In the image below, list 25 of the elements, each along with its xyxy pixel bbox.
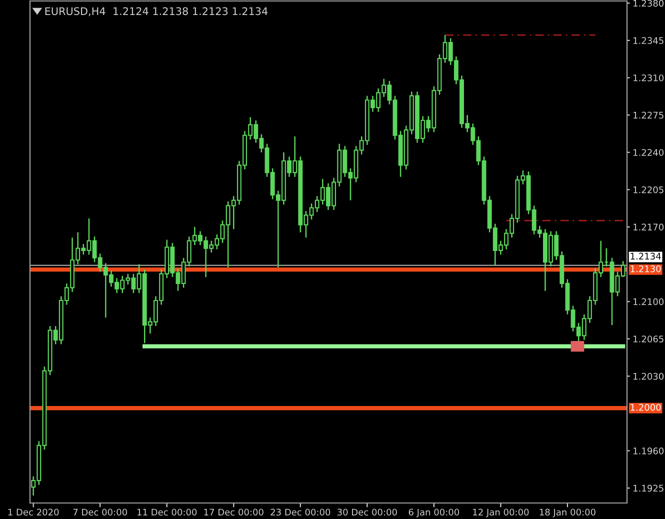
x-tick-label: 18 Jan 00:00 [540,508,596,518]
x-tick-label: 11 Dec 00:00 [138,508,197,516]
y-tick-label: 1.2030 [634,372,664,380]
x-tick-label: 23 Dec 00:00 [270,508,330,516]
y-tick-label: 1.2170 [634,224,664,231]
y-tick-label: 1.2310 [634,74,664,82]
ref-line-label: 1.2130 [630,265,661,272]
x-tick-label: 12 Jan 00:00 [473,508,529,518]
x-tick-label: 7 Dec 00:00 [73,508,127,516]
ref-line-label: 1.2000 [630,404,661,411]
y-tick-label: 1.2380 [634,0,664,7]
x-tick-label: 30 Dec 00:00 [338,508,397,516]
y-tick-label: 1.1960 [634,448,664,454]
x-tick-label: 6 Jan 00:00 [408,508,460,518]
y-tick-label: 1.1925 [634,484,664,492]
y-tick-label: 1.2065 [634,336,664,342]
ref-line-label: 1.2134 [630,252,661,260]
y-tick-label: 1.2240 [634,149,664,156]
y-tick-label: 1.2345 [634,37,664,44]
y-tick-label: 1.2275 [634,112,664,119]
y-tick-label: 1.2205 [634,186,664,194]
x-tick-label: 1 Dec 2020 [8,508,59,516]
x-tick-label: 17 Dec 00:00 [204,508,264,516]
text: EURUSD,H4 1.2124 1.2138 1.2123 1.2134 [45,7,268,16]
y-tick-label: 1.2100 [634,298,664,306]
